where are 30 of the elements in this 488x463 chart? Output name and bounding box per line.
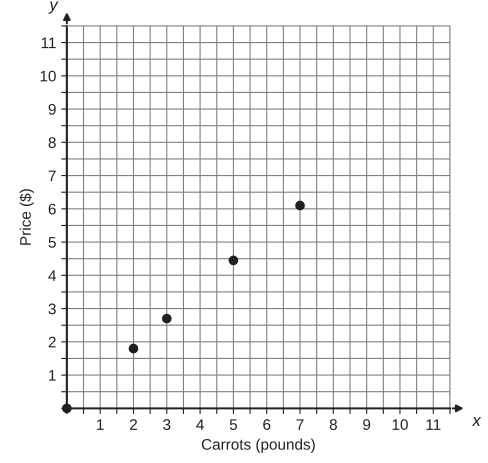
x-tick-label: 10: [392, 419, 408, 430]
x-tick-label: 7: [296, 419, 304, 430]
x-tick-label: 11: [426, 419, 440, 430]
x-tick-label: 1: [97, 419, 104, 430]
x-axis-title: Carrots (pounds): [202, 438, 315, 453]
x-tick-label: 2: [130, 419, 137, 430]
x-tick-label: 4: [196, 419, 204, 430]
x-tick-label: 5: [230, 419, 238, 430]
x-tick-label: 9: [363, 419, 370, 430]
point: [162, 314, 172, 324]
y-tick-label: 3: [48, 303, 56, 314]
y-tick-label: 10: [40, 70, 56, 82]
point: [295, 200, 305, 210]
y-tick-label: 2: [48, 336, 56, 348]
point: [128, 344, 138, 354]
y-tick-label: 5: [48, 237, 56, 248]
text: x: [472, 417, 482, 426]
y-tick-label: 7: [48, 170, 56, 182]
x-tick-label: 6: [263, 419, 270, 430]
y-tick-label: 9: [48, 104, 56, 115]
y-axis-title: Price ($): [19, 189, 34, 245]
x-tick-label: 8: [330, 419, 337, 430]
text: y: [48, 1, 59, 14]
y-tick-label: 4: [48, 270, 56, 281]
point: [228, 256, 238, 266]
y-tick-label: 1: [49, 370, 56, 381]
y-tick-label: 8: [48, 137, 56, 148]
x-tick-label: 3: [163, 419, 170, 430]
y-tick-label: 11: [42, 38, 56, 48]
y-tick-label: 6: [48, 204, 56, 215]
